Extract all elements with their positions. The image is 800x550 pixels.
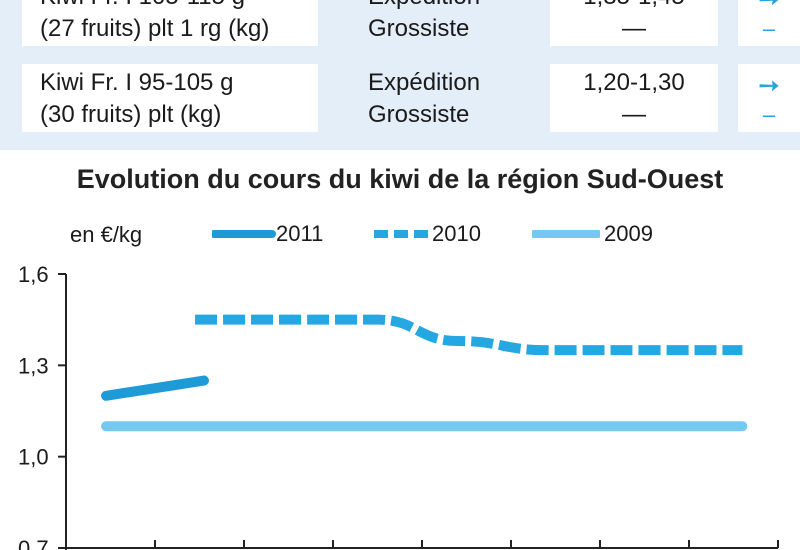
price-table: Kiwi Fr. I 105-115 g (27 fruits) plt 1 r… bbox=[0, 0, 800, 150]
table-row: Kiwi Fr. I 105-115 g (27 fruits) plt 1 r… bbox=[22, 0, 800, 46]
market-stage: Expédition bbox=[368, 0, 480, 12]
legend-label: 2011 bbox=[276, 221, 324, 246]
trend-dash-icon: – bbox=[762, 102, 776, 127]
y-tick-label: 1,3 bbox=[18, 353, 49, 378]
series-line-2010 bbox=[195, 314, 743, 356]
trend-cell: ➙ – bbox=[738, 64, 800, 132]
legend-label: 2010 bbox=[432, 221, 481, 246]
y-tick-label: 1,6 bbox=[18, 262, 49, 287]
product-cell: Kiwi Fr. I 95-105 g (30 fruits) plt (kg) bbox=[22, 64, 318, 132]
market-cell: Expédition Grossiste bbox=[342, 64, 566, 132]
product-name: Kiwi Fr. I 105-115 g bbox=[40, 0, 245, 12]
legend-item-2009: 2009 bbox=[532, 220, 682, 248]
table-row: Kiwi Fr. I 95-105 g (30 fruits) plt (kg)… bbox=[22, 64, 800, 132]
chart-title: Evolution du cours du kiwi de la région … bbox=[76, 164, 724, 194]
trend-arrow-icon: ➙ bbox=[758, 70, 780, 100]
y-tick-label: 1,0 bbox=[18, 445, 49, 470]
product-name: Kiwi Fr. I 95-105 g bbox=[40, 69, 234, 96]
product-detail: (27 fruits) plt 1 rg (kg) bbox=[40, 15, 270, 42]
price-value: 1,20-1,30 bbox=[583, 69, 685, 96]
y-tick-label: 0,7 bbox=[18, 536, 49, 550]
legend-swatch-light bbox=[532, 230, 600, 238]
trend-dash-icon: – bbox=[762, 16, 776, 41]
series-line-2011 bbox=[101, 375, 209, 401]
price-value: — bbox=[622, 15, 646, 42]
legend-label: 2009 bbox=[604, 221, 653, 246]
legend-item-2010: 2010 bbox=[372, 220, 502, 248]
legend-swatch-dashed bbox=[374, 230, 430, 238]
legend-item-2011: 2011 bbox=[212, 220, 342, 248]
price-value: 1,35-1,45 bbox=[550, 0, 718, 12]
trend-arrow-icon: ➙ bbox=[738, 0, 800, 14]
market-stage: Grossiste bbox=[368, 101, 470, 128]
market-stage: Expédition bbox=[368, 69, 481, 96]
product-cell: Kiwi Fr. I 105-115 g (27 fruits) plt 1 r… bbox=[22, 0, 318, 46]
product-detail: (30 fruits) plt (kg) bbox=[40, 101, 222, 128]
market-stage: Grossiste bbox=[368, 15, 470, 42]
legend-swatch-solid bbox=[212, 230, 276, 238]
price-value: — bbox=[622, 101, 646, 128]
trend-cell: ➙ – bbox=[738, 0, 800, 46]
price-cell: 1,35-1,45 — bbox=[550, 0, 718, 46]
market-cell: Expédition Grossiste bbox=[342, 0, 566, 46]
price-cell: 1,20-1,30 — bbox=[550, 64, 718, 132]
y-unit-label: en €/kg bbox=[70, 222, 143, 247]
